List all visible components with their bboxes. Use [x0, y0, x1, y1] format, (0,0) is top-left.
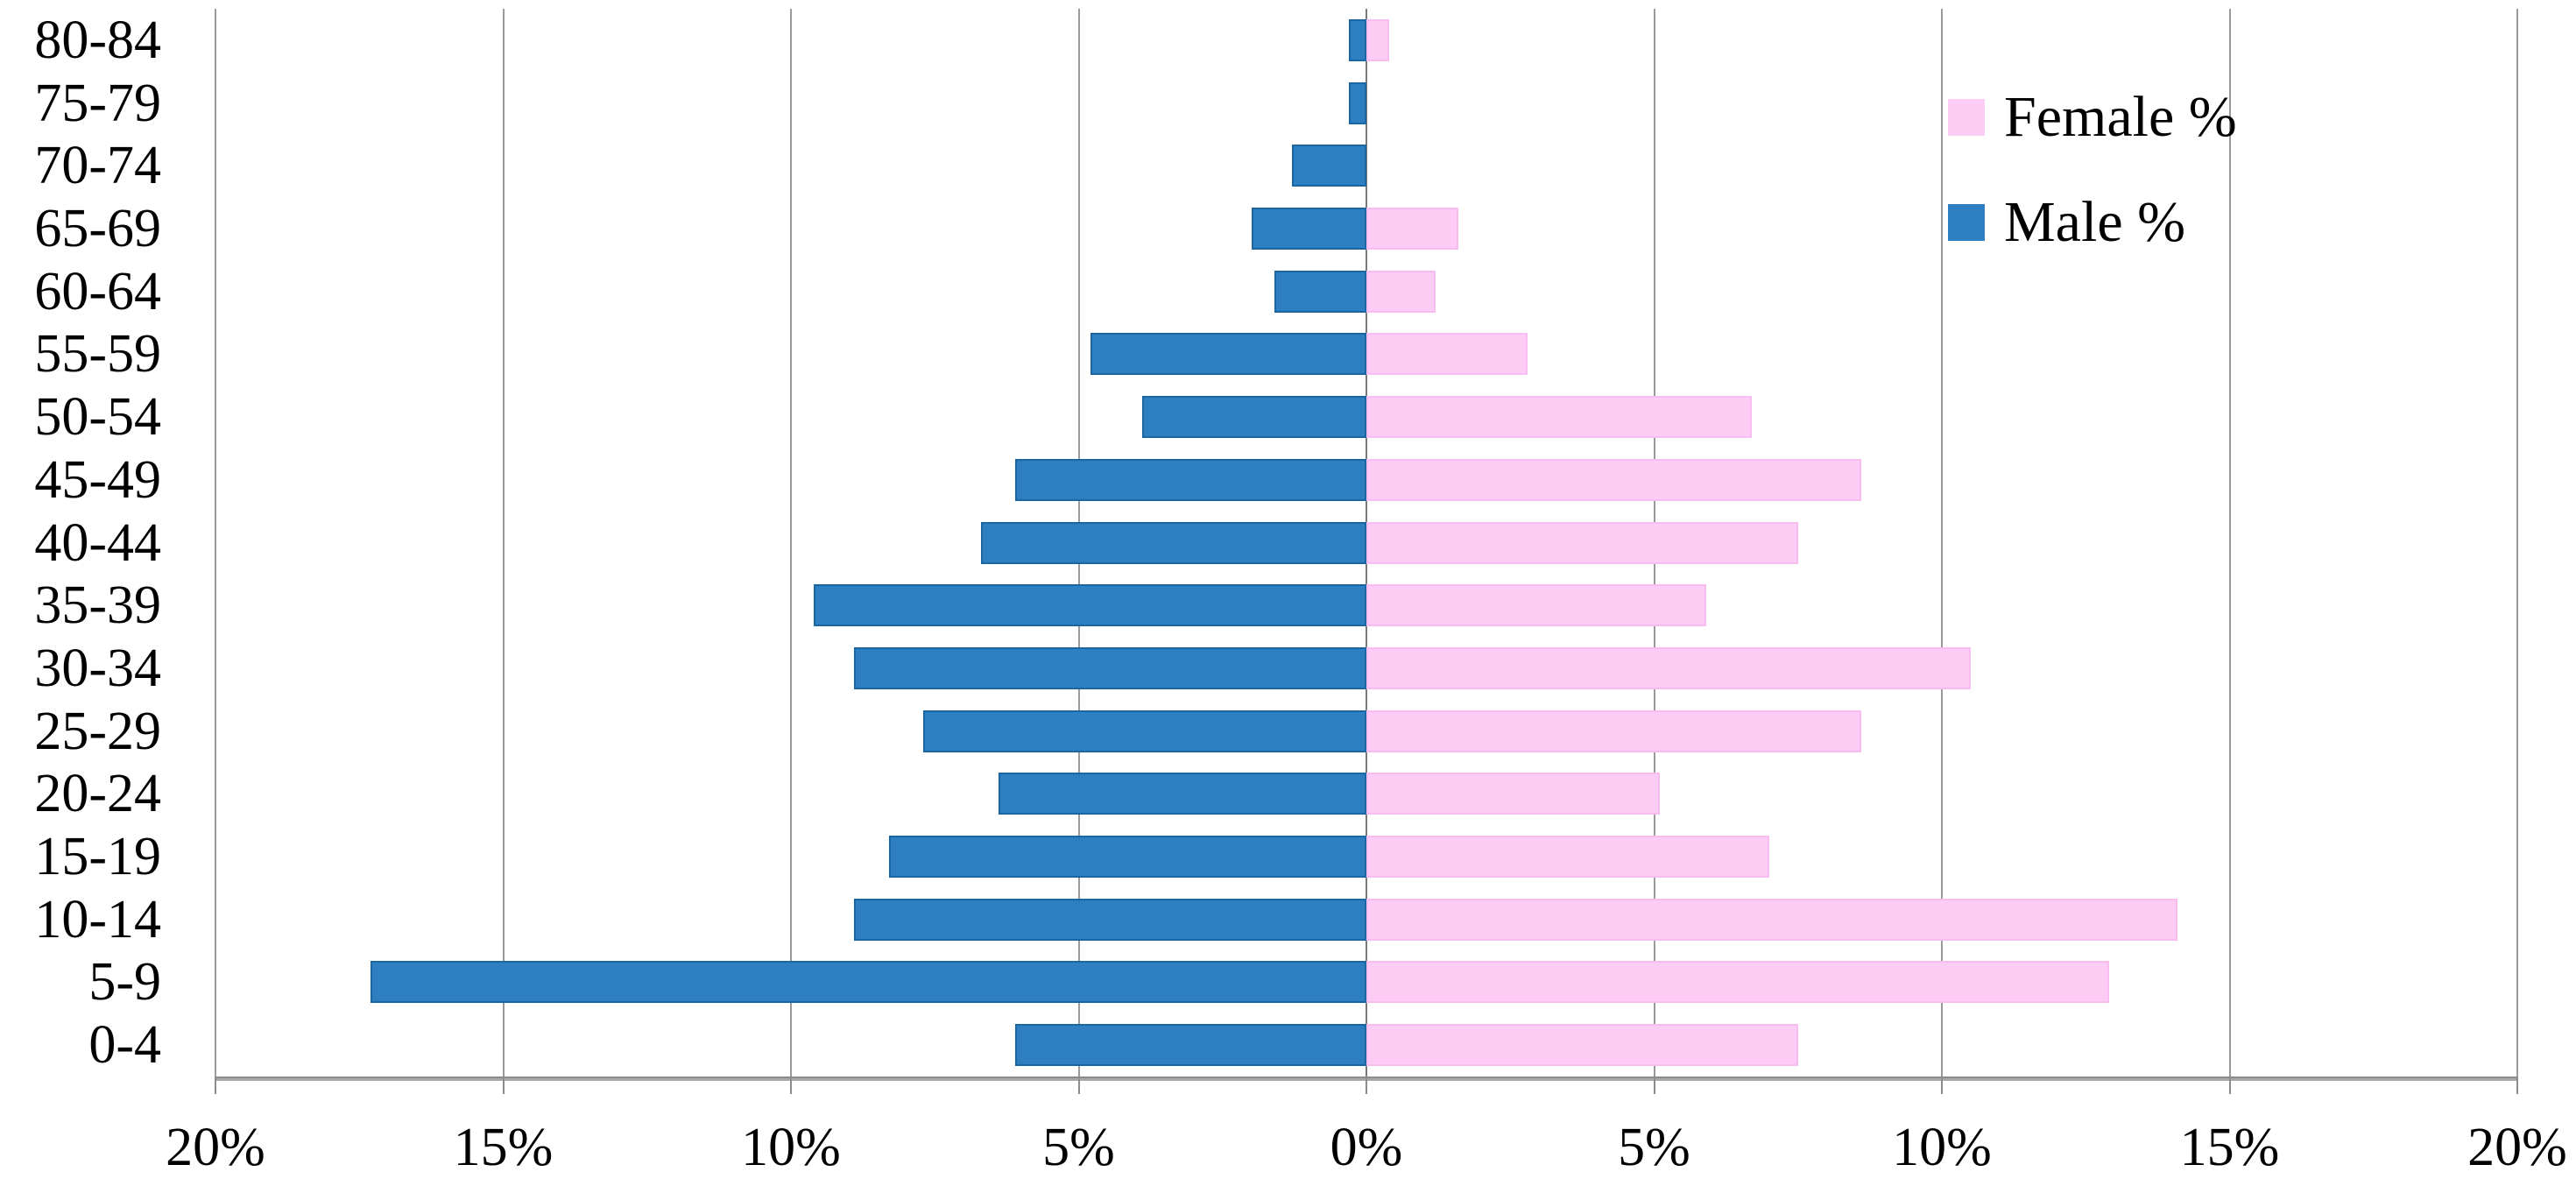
legend: Female % Male % — [1948, 88, 2237, 298]
legend-item-female: Female % — [1948, 88, 2237, 147]
x-axis-tick-label: 0% — [1330, 1118, 1403, 1177]
gridline — [502, 9, 505, 1076]
age-group-label: 75-79 — [34, 73, 161, 133]
female-bar — [1366, 709, 1862, 752]
age-group-label: 0-4 — [88, 1015, 161, 1076]
axis-tick — [1941, 1078, 1943, 1094]
age-group-label: 40-44 — [34, 512, 161, 573]
male-swatch-icon — [1948, 204, 1985, 241]
age-group-label: 10-14 — [34, 889, 161, 949]
female-bar — [1366, 584, 1706, 627]
gridline — [215, 9, 216, 1076]
male-bar — [1349, 18, 1366, 61]
x-axis-tick-label: 10% — [1892, 1118, 1992, 1177]
age-group-label: 50-54 — [34, 387, 161, 448]
age-group-label: 5-9 — [88, 952, 161, 1013]
x-axis-tick-label: 5% — [1618, 1118, 1690, 1177]
female-bar — [1366, 521, 1798, 564]
female-bar — [1366, 961, 2109, 1004]
gridline — [1941, 9, 1943, 1076]
male-bar — [1015, 1024, 1366, 1067]
gridline — [2228, 9, 2231, 1076]
legend-item-male: Male % — [1948, 193, 2237, 252]
gridline — [2516, 9, 2518, 1076]
female-bar — [1366, 396, 1753, 439]
axis-tick — [2228, 1078, 2231, 1094]
male-bar — [923, 709, 1366, 752]
axis-tick — [2516, 1078, 2518, 1094]
male-bar — [980, 521, 1366, 564]
male-bar — [1015, 458, 1366, 501]
female-bar — [1366, 646, 1971, 689]
female-bar — [1366, 207, 1459, 250]
age-group-label: 15-19 — [34, 827, 161, 887]
male-bar — [814, 584, 1366, 627]
legend-label-female: Female % — [2004, 85, 2237, 149]
female-bar — [1366, 333, 1528, 376]
x-axis-tick-label: 20% — [166, 1118, 265, 1177]
male-bar — [854, 646, 1366, 689]
male-bar — [1274, 270, 1366, 313]
axis-tick — [502, 1078, 505, 1094]
age-group-label: 55-59 — [34, 324, 161, 385]
female-bar — [1366, 458, 1862, 501]
female-bar — [1366, 836, 1769, 879]
axis-tick — [790, 1078, 792, 1094]
female-bar — [1366, 898, 2178, 941]
age-group-label: 20-24 — [34, 764, 161, 824]
legend-label-male: Male % — [2004, 190, 2186, 254]
female-bar — [1366, 773, 1661, 815]
x-axis-tick-label: 5% — [1042, 1118, 1115, 1177]
male-bar — [854, 898, 1366, 941]
axis-tick — [215, 1078, 216, 1094]
male-bar — [1090, 333, 1366, 376]
male-bar — [998, 773, 1366, 815]
axis-tick — [1366, 1078, 1367, 1094]
male-bar — [1349, 81, 1366, 124]
female-swatch-icon — [1948, 99, 1985, 136]
male-bar — [1291, 145, 1366, 187]
age-group-label: 70-74 — [34, 136, 161, 196]
male-bar — [371, 961, 1366, 1004]
age-group-label: 80-84 — [34, 10, 161, 70]
axis-tick — [1653, 1078, 1655, 1094]
male-bar — [1251, 207, 1366, 250]
x-axis-tick-label: 15% — [2179, 1118, 2280, 1177]
age-group-label: 65-69 — [34, 198, 161, 258]
x-axis-tick-label: 15% — [453, 1118, 554, 1177]
age-group-label: 35-39 — [34, 575, 161, 636]
age-group-label: 30-34 — [34, 638, 161, 698]
age-group-label: 25-29 — [34, 701, 161, 761]
axis-tick — [1077, 1078, 1080, 1094]
x-axis-tick-label: 10% — [741, 1118, 841, 1177]
female-bar — [1366, 1024, 1798, 1067]
female-bar — [1366, 270, 1436, 313]
gridline — [790, 9, 792, 1076]
male-bar — [888, 836, 1366, 879]
female-bar — [1366, 18, 1390, 61]
age-group-label: 45-49 — [34, 449, 161, 510]
male-bar — [1141, 396, 1366, 439]
age-group-label: 60-64 — [34, 261, 161, 321]
x-axis-tick-label: 20% — [2467, 1118, 2567, 1177]
